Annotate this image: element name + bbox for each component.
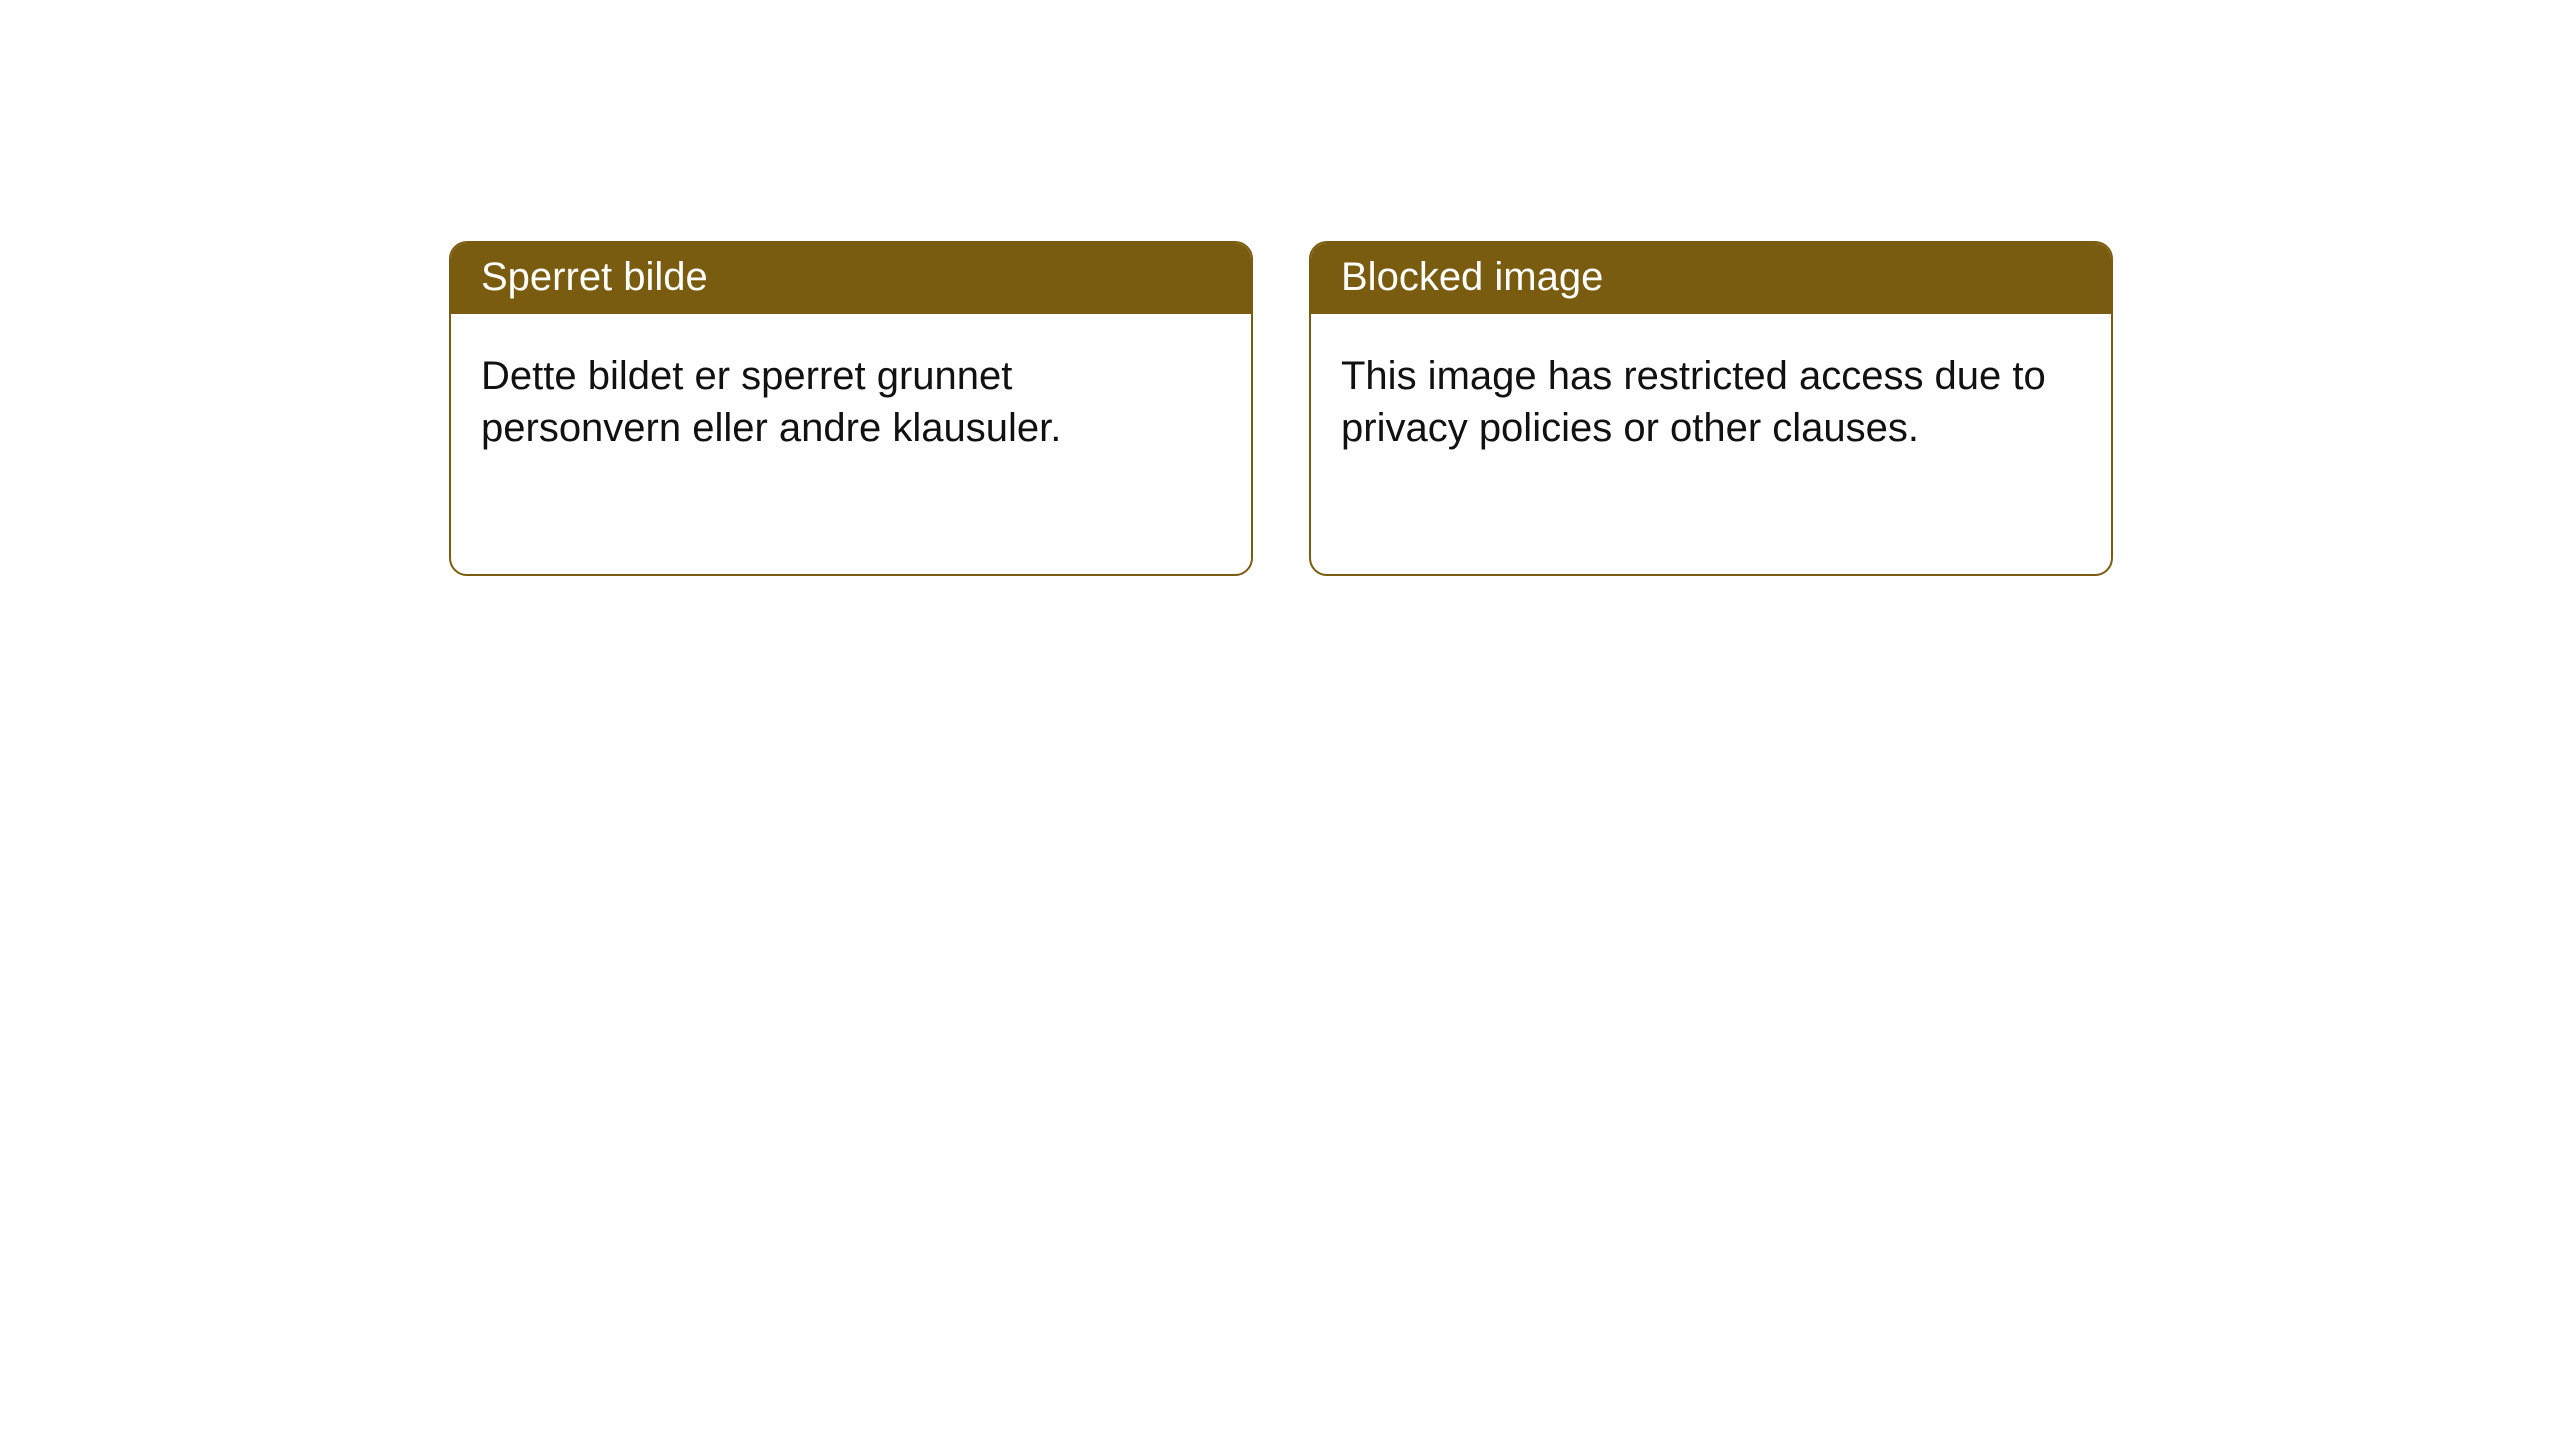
card-header-no: Sperret bilde <box>451 243 1251 314</box>
blocked-image-notice: Sperret bilde Dette bildet er sperret gr… <box>449 241 2560 576</box>
card-english: Blocked image This image has restricted … <box>1309 241 2113 576</box>
card-header-en: Blocked image <box>1311 243 2111 314</box>
card-body-en: This image has restricted access due to … <box>1311 314 2111 454</box>
card-title-en: Blocked image <box>1341 255 1603 299</box>
card-norwegian: Sperret bilde Dette bildet er sperret gr… <box>449 241 1253 576</box>
card-title-no: Sperret bilde <box>481 255 708 299</box>
card-body-no: Dette bildet er sperret grunnet personve… <box>451 314 1251 454</box>
card-text-en: This image has restricted access due to … <box>1341 354 2046 450</box>
card-text-no: Dette bildet er sperret grunnet personve… <box>481 354 1061 450</box>
